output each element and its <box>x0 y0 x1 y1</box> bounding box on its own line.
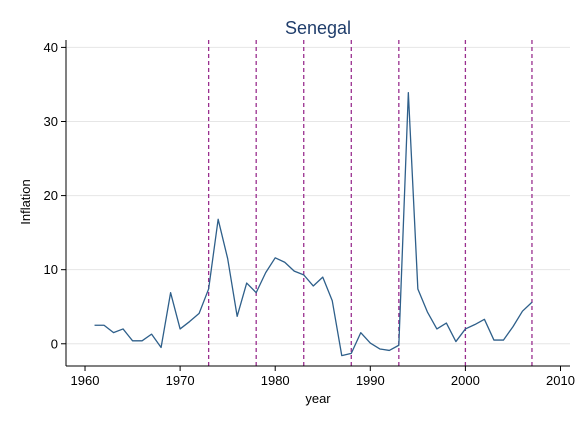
y-tick-label: 30 <box>44 114 58 129</box>
axes: 0 10 20 30 40 1960 1970 1980 1990 2000 2010 <box>44 40 575 388</box>
x-axis-label: year <box>305 391 331 406</box>
x-tick-label: 2010 <box>546 373 575 388</box>
y-tick-label: 10 <box>44 262 58 277</box>
y-tick-label: 40 <box>44 40 58 55</box>
gridlines <box>66 46 570 345</box>
x-tick-label: 1990 <box>356 373 385 388</box>
y-axis-label: Inflation <box>18 179 33 225</box>
reference-lines <box>207 40 533 366</box>
x-tick-label: 1980 <box>261 373 290 388</box>
y-tick-label: 0 <box>51 336 58 351</box>
series-line <box>94 91 533 357</box>
chart-title: Senegal <box>285 18 351 38</box>
x-tick-label: 2000 <box>451 373 480 388</box>
series-layer <box>94 91 533 357</box>
x-tick-label: 1960 <box>71 373 100 388</box>
y-tick-label: 20 <box>44 188 58 203</box>
x-tick-label: 1970 <box>166 373 195 388</box>
